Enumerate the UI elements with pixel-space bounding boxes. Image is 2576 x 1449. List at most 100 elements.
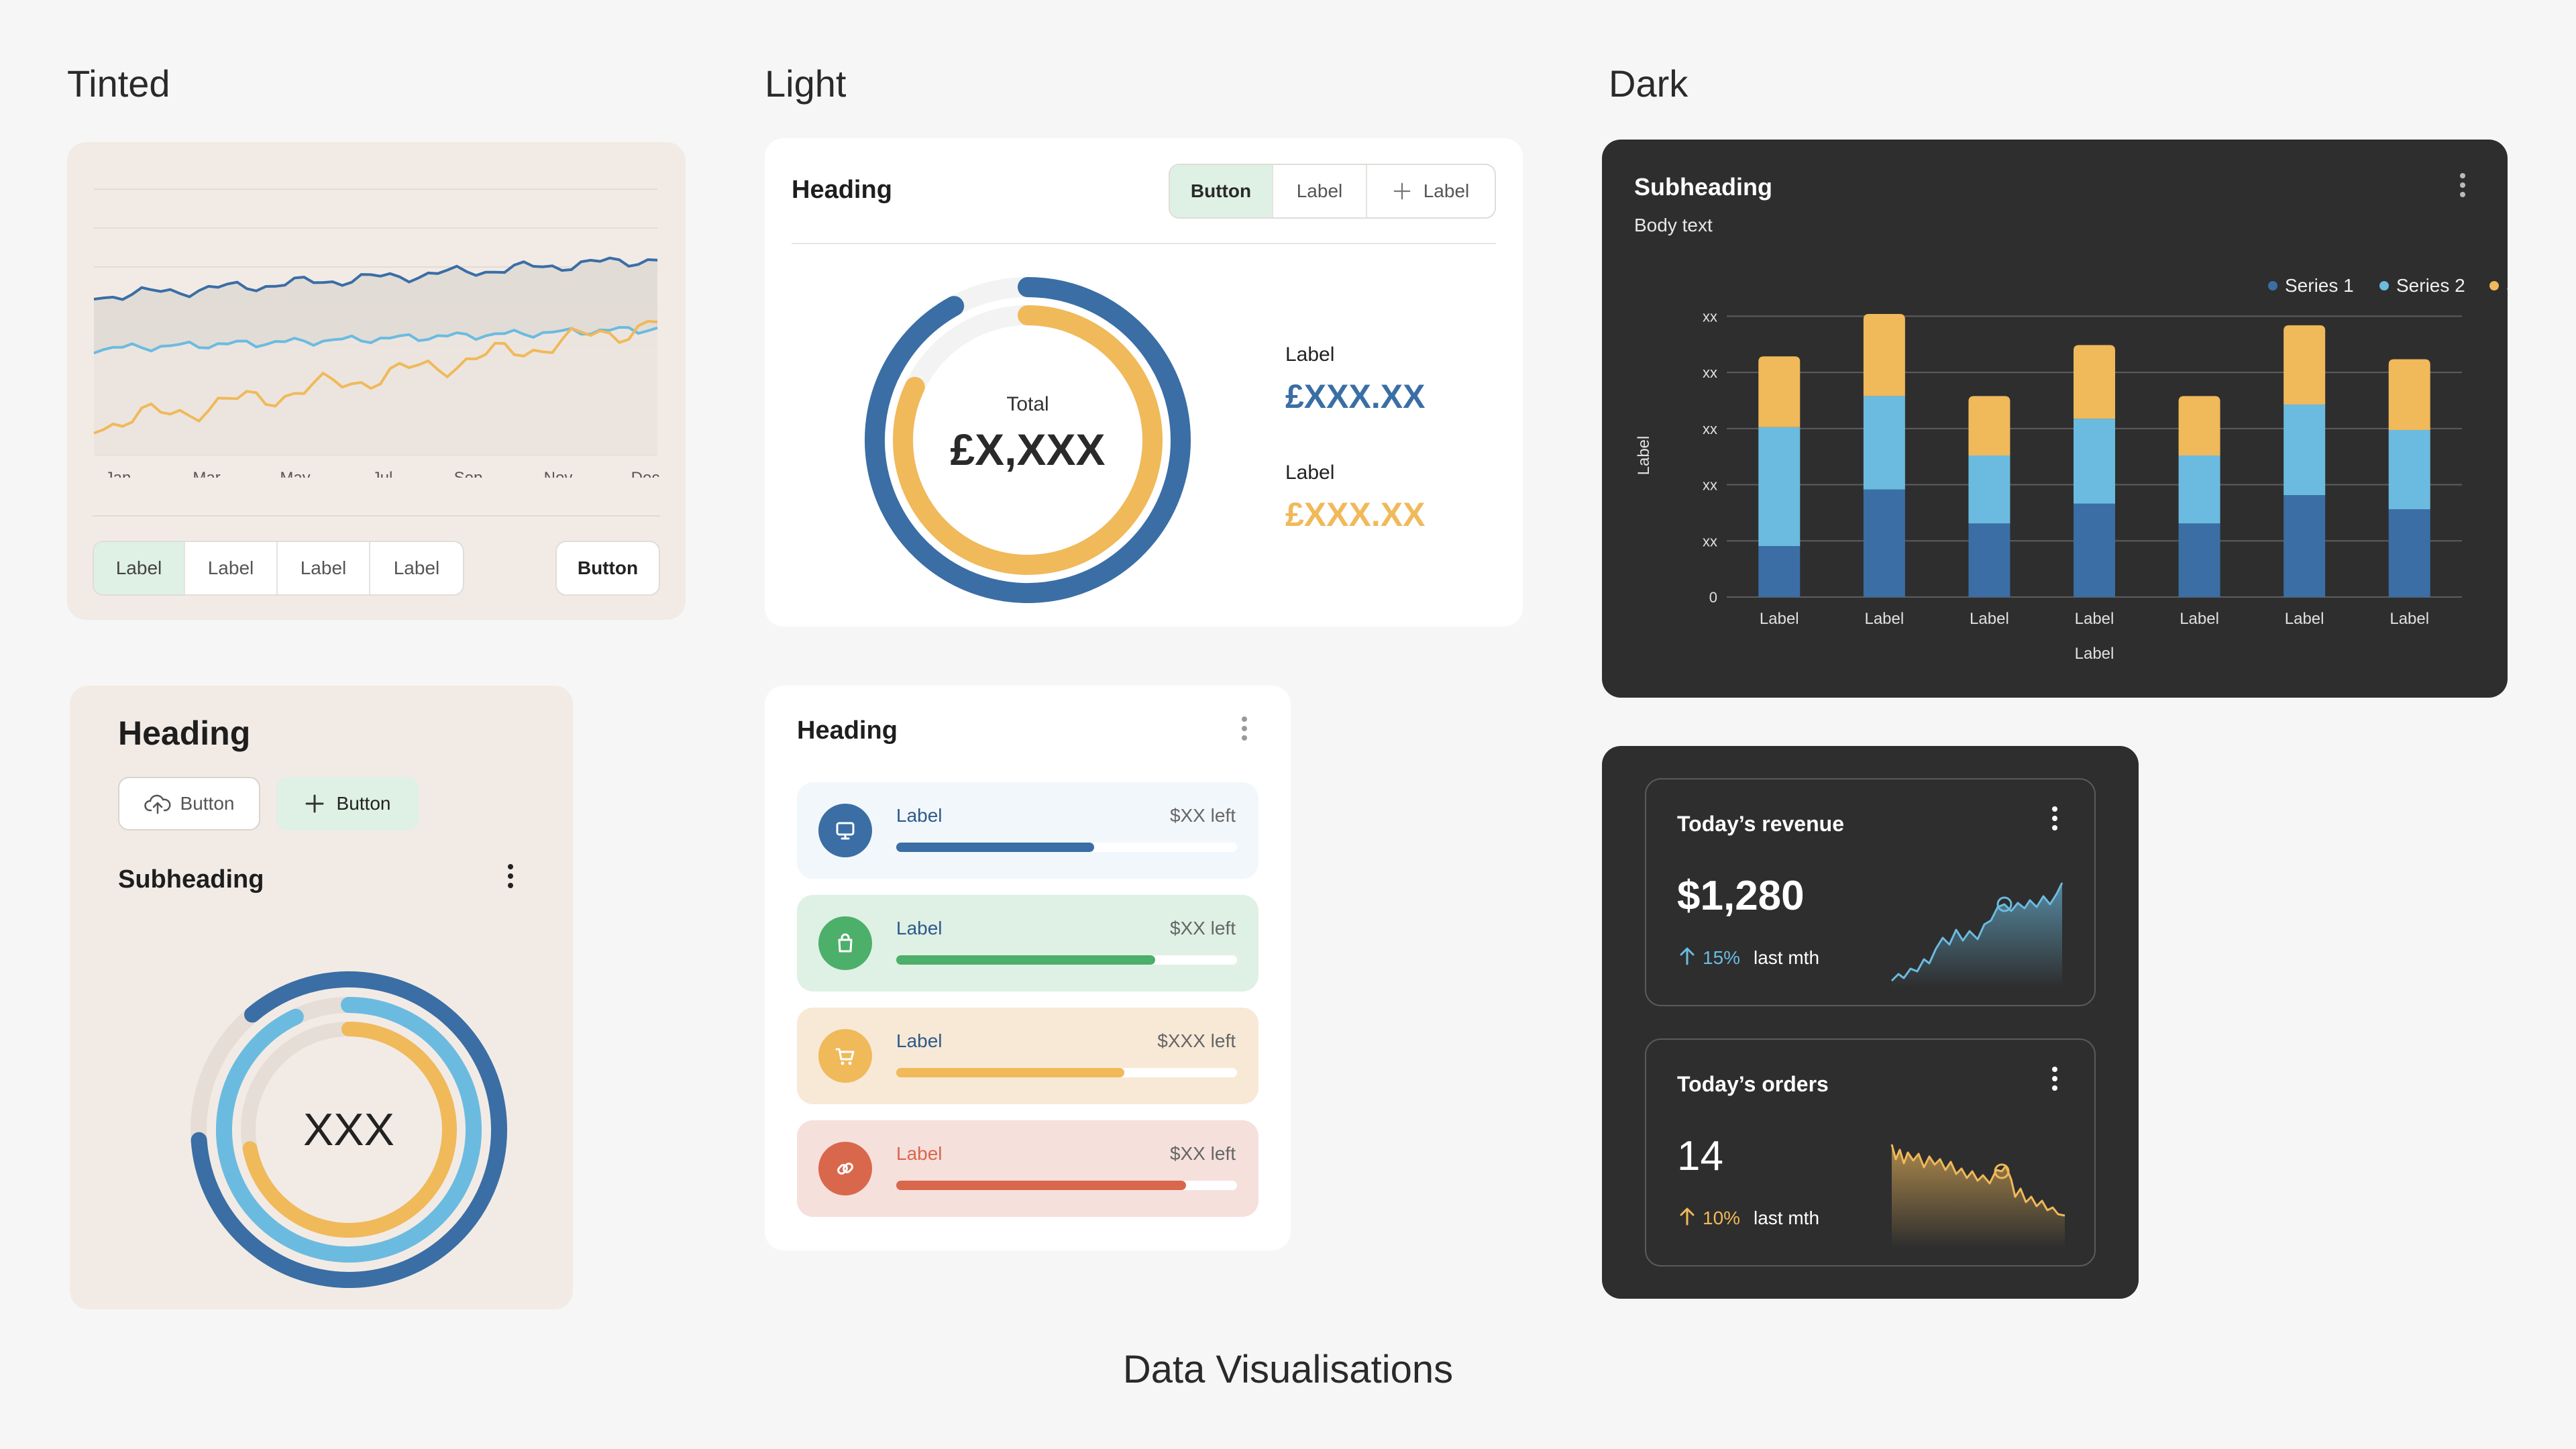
donut-total-value: £X,XXX xyxy=(950,425,1106,474)
ring-arc xyxy=(893,305,1163,575)
dark-bar-chart: 0 xx xx xx xx xx Label Label Label Label Label Labe… xyxy=(1635,275,2508,663)
legend-value-2: £XXX.XX xyxy=(1285,496,1426,533)
x-tick-label: Mar xyxy=(193,469,220,478)
dark-kpi-card: Today’s revenue $1,280 15% last mth Toda… xyxy=(1602,746,2139,1299)
area-band xyxy=(94,327,657,455)
tab-label[interactable]: Label xyxy=(1273,165,1367,217)
list-item[interactable]: Label $XX left xyxy=(797,782,1258,879)
item-label: Label xyxy=(896,805,943,826)
section-title-dark: Dark xyxy=(1609,62,1688,105)
more-vertical-icon[interactable] xyxy=(1241,716,1248,741)
section-title-light: Light xyxy=(765,62,847,105)
bar-segment xyxy=(1968,396,2010,455)
bar-segment xyxy=(1863,489,1905,597)
item-label: Label xyxy=(896,1030,943,1051)
list-item[interactable]: Label $XX left xyxy=(797,1120,1258,1217)
legend-swatch xyxy=(2379,281,2389,290)
list-item[interactable]: Label $XXX left xyxy=(797,1008,1258,1104)
arrow-up-icon xyxy=(1680,1208,1695,1226)
x-tick-label: Label xyxy=(1970,610,2009,628)
upload-button-label: Button xyxy=(180,793,235,814)
segment-label-1[interactable]: Label xyxy=(94,542,185,594)
bar-segment xyxy=(2284,495,2326,597)
tinted-ring-chart xyxy=(191,971,507,1288)
tab-button[interactable]: Button xyxy=(1170,165,1273,217)
light-donut-chart xyxy=(865,277,1191,603)
item-remaining: $XX left xyxy=(1169,1143,1236,1164)
legend-label: Series 3 xyxy=(2506,275,2508,296)
more-vertical-icon[interactable] xyxy=(2051,1067,2058,1091)
orders-delta-label: last mth xyxy=(1754,1208,1820,1228)
x-tick-label: Label xyxy=(2075,610,2114,628)
shopping-bag-icon xyxy=(818,916,872,970)
tinted-line-card: Jan Mar May Jul Sep Nov Dec Label Label Label … xyxy=(67,142,686,620)
revenue-delta-label: last mth xyxy=(1754,947,1820,968)
bar-segment xyxy=(2074,419,2115,504)
y-tick-label: xx xyxy=(1703,533,1717,549)
segment-control: Label Label Label Label xyxy=(93,541,464,596)
revenue-title: Today’s revenue xyxy=(1677,812,1844,836)
add-button[interactable]: Button xyxy=(276,777,419,830)
x-tick-label: May xyxy=(280,469,310,478)
bar-segment xyxy=(2074,503,2115,597)
x-tick-label: Sep xyxy=(454,469,483,478)
series-line xyxy=(93,256,658,301)
bar-segment xyxy=(2284,405,2326,496)
item-remaining: $XXX left xyxy=(1157,1030,1236,1051)
bar-segment xyxy=(1863,314,1905,396)
bar-segment xyxy=(1758,427,1801,547)
item-remaining: $XX left xyxy=(1169,918,1236,938)
orders-delta: 10% xyxy=(1703,1208,1741,1228)
progress-fill xyxy=(896,843,1094,852)
segment-label-2[interactable]: Label xyxy=(185,542,278,594)
segment-label-3[interactable]: Label xyxy=(278,542,370,594)
x-tick-label: Label xyxy=(1864,610,1904,628)
more-vertical-icon[interactable] xyxy=(507,864,514,888)
link-icon xyxy=(818,1142,872,1195)
more-vertical-icon[interactable] xyxy=(2051,806,2058,830)
legend-label-2: Label xyxy=(1285,462,1335,484)
item-label: Label xyxy=(896,1143,943,1164)
ring-arc xyxy=(216,997,482,1263)
dark-bar-card: Subheading Body text 0 xx xx xx xx xx Label Lab… xyxy=(1602,140,2508,698)
x-axis-label: Label xyxy=(2075,645,2114,663)
tinted-ring-card: Heading Button Button Subheading XXX xyxy=(70,686,573,1309)
bar-segment xyxy=(2178,396,2220,455)
x-tick-label: Nov xyxy=(544,469,573,478)
tab-group: Button Label Label xyxy=(1169,164,1496,219)
list-item[interactable]: Label $XX left xyxy=(797,895,1258,991)
light-progress-card: Heading Label $XX left Label $XX left La… xyxy=(765,686,1291,1250)
bar-segment xyxy=(2284,325,2326,405)
progress-track xyxy=(896,955,1237,965)
upload-button[interactable]: Button xyxy=(118,777,260,830)
orders-card: Today’s orders 14 10% last mth xyxy=(1645,1038,2096,1267)
segment-label-4[interactable]: Label xyxy=(393,557,440,578)
tinted-button[interactable]: Button xyxy=(555,541,660,596)
plus-icon xyxy=(1393,182,1411,200)
light-donut-card: Heading Button Label Label Total £X,XXX … xyxy=(765,138,1523,627)
x-tick-label: Dec xyxy=(631,469,660,478)
orders-value: 14 xyxy=(1677,1133,1723,1179)
x-tick-label: Jan xyxy=(105,469,131,478)
tab-add-label[interactable]: Label xyxy=(1367,165,1495,217)
progress-fill xyxy=(896,1181,1186,1190)
revenue-value: $1,280 xyxy=(1677,873,1805,919)
card-subheading: Subheading xyxy=(1634,173,1772,201)
arrow-up-icon xyxy=(1680,947,1695,965)
card-heading: Heading xyxy=(797,716,898,745)
progress-track xyxy=(896,843,1237,852)
y-axis-label: Label xyxy=(1635,436,1653,476)
revenue-sparkline xyxy=(1890,882,2063,987)
bar-segment xyxy=(1758,356,1801,427)
legend-label: Series 2 xyxy=(2396,275,2465,296)
x-tick-label: Label xyxy=(1760,610,1799,628)
legend-swatch xyxy=(2489,281,2499,290)
more-vertical-icon[interactable] xyxy=(2459,173,2466,197)
section-title-tinted: Tinted xyxy=(67,62,170,105)
revenue-delta: 15% xyxy=(1703,947,1741,968)
plus-icon xyxy=(305,794,324,813)
y-tick-label: xx xyxy=(1703,477,1717,494)
bar-segment xyxy=(2388,509,2430,597)
bar-segment xyxy=(2178,455,2220,524)
legend-label-1: Label xyxy=(1285,343,1335,366)
